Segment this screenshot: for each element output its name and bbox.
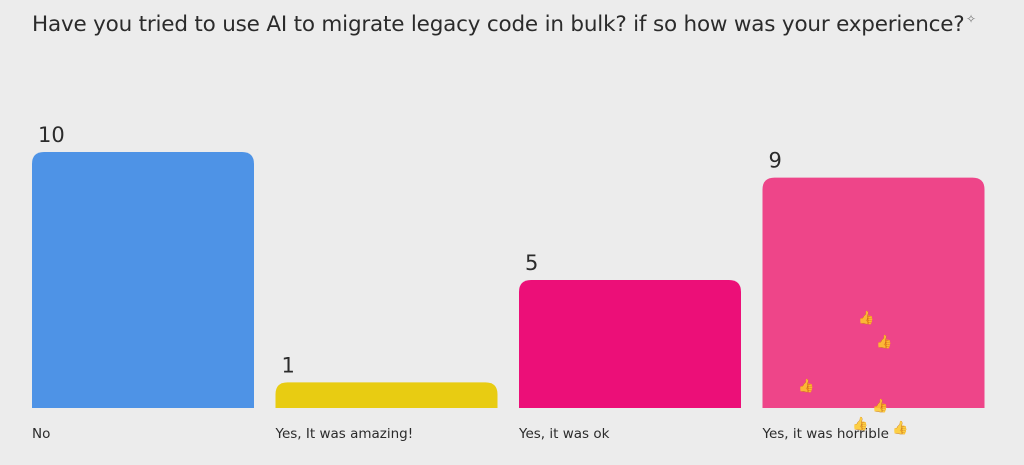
thumbs-up-icon: 👍 [876, 334, 892, 350]
cursor-icon: ✧ [966, 12, 977, 26]
thumbs-up-icon: 👍 [872, 398, 888, 414]
value-label-1: 1 [282, 353, 295, 377]
thumbs-up-icon: 👍 [858, 310, 874, 326]
bar-3 [762, 177, 985, 408]
thumbs-up-icon: 👍 [798, 378, 814, 394]
value-label-0: 10 [38, 123, 65, 147]
category-label-3: Yes, it was horrible [762, 426, 889, 442]
category-label-0: No [32, 426, 50, 442]
category-label-1: Yes, It was amazing! [275, 426, 414, 442]
thumbs-up-icon: 👍 [852, 416, 868, 432]
poll-question: Have you tried to use AI to migrate lega… [32, 12, 965, 37]
category-label-2: Yes, it was ok [518, 426, 610, 442]
thumbs-up-icon: 👍 [892, 420, 908, 436]
value-label-3: 9 [769, 149, 782, 173]
value-label-2: 5 [525, 251, 538, 275]
bar-0 [32, 152, 254, 408]
bar-2 [519, 280, 741, 408]
bar-1 [275, 382, 498, 408]
